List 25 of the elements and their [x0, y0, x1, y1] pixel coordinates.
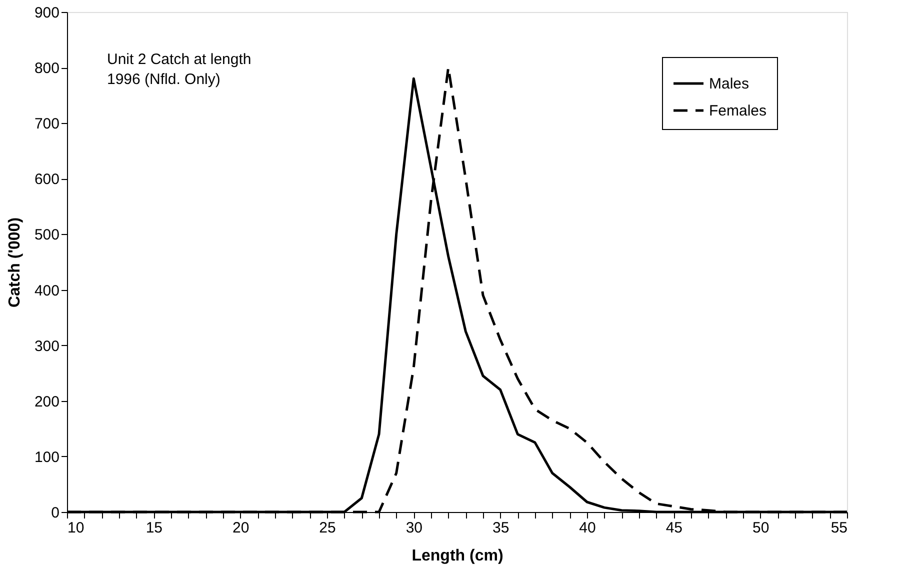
x-axis-title: Length (cm) — [412, 548, 504, 564]
x-tick-label: 10 — [68, 520, 84, 536]
y-tick-label: 400 — [34, 282, 60, 300]
x-tick-label: 50 — [752, 520, 770, 536]
x-tick-label: 40 — [579, 520, 596, 536]
annotation: Unit 2 Catch at length 1996 (Nfld. Only) — [107, 51, 252, 88]
y-tick-label: 600 — [34, 171, 60, 188]
x-tick-label: 45 — [666, 520, 683, 536]
y-tick-label: 500 — [34, 226, 60, 244]
x-tick-label: 35 — [492, 520, 510, 536]
y-tick-label: 700 — [34, 116, 60, 133]
y-tick-label: 800 — [34, 60, 60, 78]
y-tick-label: 100 — [34, 448, 60, 466]
y-tick-label: 300 — [34, 338, 60, 355]
legend-label: Females — [709, 102, 767, 120]
y-tick-label: 900 — [34, 4, 60, 22]
x-tick-label: 30 — [406, 520, 423, 536]
y-axis-title: Catch ('000) — [6, 217, 24, 308]
y-tick-label: 200 — [34, 393, 60, 410]
x-tick-label: 20 — [232, 520, 250, 536]
legend-label: Males — [709, 76, 750, 92]
x-tick-label: 55 — [830, 520, 848, 536]
y-tick-label: 0 — [51, 504, 60, 522]
x-tick-label: 25 — [319, 520, 336, 536]
x-tick-label: 15 — [146, 520, 163, 536]
